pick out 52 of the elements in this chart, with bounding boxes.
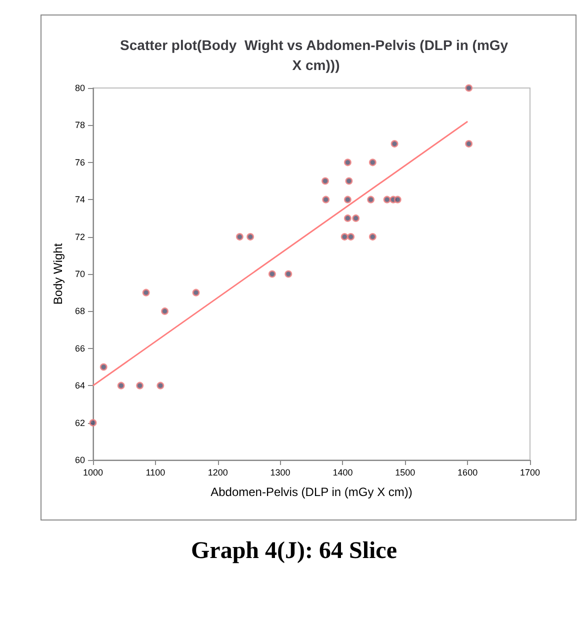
point — [321, 177, 329, 185]
y-tick-label: 68 — [74, 306, 85, 316]
chart-title: Scatter plot(Body Wight vs Abdomen-Pelvis (DLP in (mGy X cm))) — [120, 37, 512, 73]
point — [192, 288, 200, 296]
point — [161, 307, 169, 315]
point — [345, 177, 353, 185]
point — [368, 233, 376, 241]
point — [322, 196, 330, 204]
y-tick-label: 66 — [74, 343, 85, 354]
point — [117, 382, 125, 390]
point — [268, 270, 276, 278]
x-tick-label: 1500 — [395, 468, 416, 478]
point — [284, 270, 292, 278]
x-tick-label: 1400 — [332, 468, 353, 478]
point — [344, 196, 352, 204]
point — [347, 233, 355, 241]
point — [89, 419, 97, 427]
point — [246, 233, 254, 241]
y-tick-label: 64 — [74, 380, 85, 391]
y-tick-label: 74 — [74, 194, 85, 205]
point — [136, 382, 144, 390]
point — [368, 158, 376, 166]
point — [340, 233, 348, 241]
y-tick-label: 72 — [74, 232, 85, 242]
point — [100, 363, 108, 371]
point — [236, 233, 244, 241]
point — [383, 196, 391, 204]
point — [156, 382, 164, 390]
caption: Graph 4(J): 64 Slice — [191, 538, 398, 564]
y-axis-title: Body Wight — [51, 242, 66, 305]
point — [390, 140, 398, 148]
y-tick-label: 62 — [74, 418, 85, 428]
x-tick-label: 1000 — [82, 468, 104, 478]
point — [367, 196, 375, 204]
y-tick-label: 76 — [74, 157, 85, 168]
point — [465, 140, 473, 148]
y-tick-label: 80 — [74, 83, 85, 93]
y-tick-label: 60 — [74, 455, 85, 465]
point — [465, 84, 473, 92]
x-tick-label: 1300 — [270, 468, 290, 478]
x-axis-title: Abdomen-Pelvis (DLP in (mGy X cm)) — [210, 485, 412, 499]
point — [394, 196, 402, 204]
point — [142, 288, 150, 296]
y-tick-label: 70 — [74, 269, 85, 279]
x-tick-label: 1700 — [520, 468, 540, 478]
y-tick-label: 78 — [74, 120, 85, 130]
point — [344, 158, 352, 166]
x-tick-label: 1200 — [208, 468, 228, 478]
x-tick-label: 1100 — [146, 468, 166, 478]
point — [344, 214, 352, 222]
x-tick-label: 1600 — [458, 468, 478, 478]
point — [352, 214, 360, 222]
